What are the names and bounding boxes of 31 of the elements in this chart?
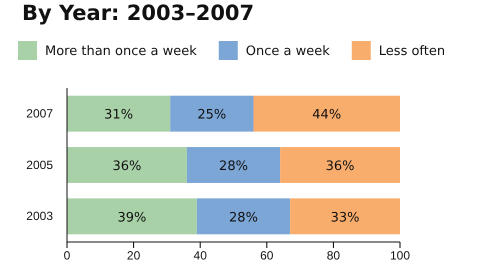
- data-label: 28%: [219, 159, 248, 174]
- y-tick-label: 2005: [26, 158, 54, 172]
- bar: [67, 198, 197, 234]
- x-tick-label: 100: [390, 248, 410, 263]
- bar: [196, 198, 290, 234]
- data-label: 44%: [312, 108, 342, 123]
- data-label: 33%: [330, 210, 360, 226]
- y-tick-label: 2007: [26, 106, 54, 121]
- data-label: 36%: [112, 159, 142, 174]
- data-label: 25%: [197, 108, 226, 123]
- x-tick-label: 20: [126, 248, 141, 263]
- data-label: 31%: [104, 108, 134, 123]
- data-label: 39%: [117, 210, 146, 226]
- x-tick-label: 80: [326, 248, 340, 263]
- chart-title: By Year: 2003–2007: [22, 1, 254, 25]
- bar: [290, 198, 400, 234]
- bar: [253, 96, 400, 132]
- data-label: 28%: [229, 210, 258, 226]
- bar: [280, 147, 400, 183]
- y-tick-label: 2003: [26, 209, 54, 224]
- x-tick-label: 0: [64, 248, 71, 263]
- data-label: 36%: [326, 159, 355, 174]
- bar: [186, 147, 280, 183]
- legend-label: Less often: [378, 44, 446, 59]
- x-tick-label: 60: [260, 248, 274, 263]
- bar: [67, 96, 170, 132]
- bar: [67, 147, 187, 183]
- legend-label: More than once a week: [45, 44, 198, 59]
- bar: [170, 96, 254, 132]
- x-tick-label: 40: [194, 248, 208, 263]
- legend-label: Once a week: [246, 44, 330, 59]
